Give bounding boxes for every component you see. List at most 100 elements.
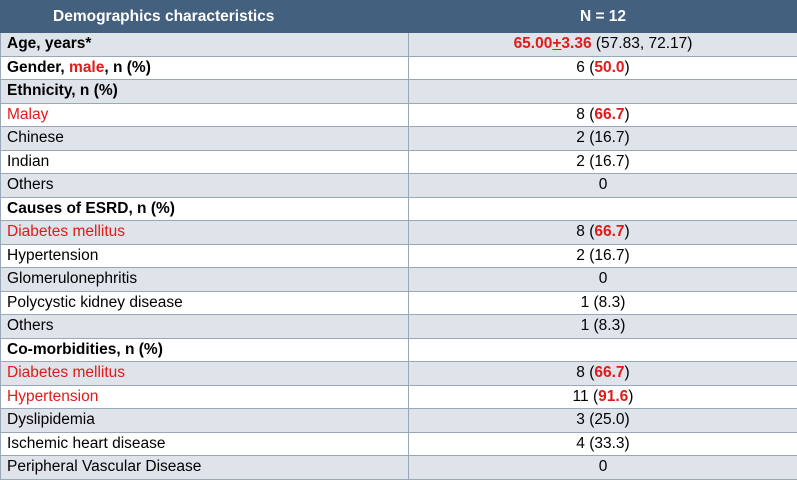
table-row: Hypertension 2 (16.7): [0, 243, 797, 268]
item-label: Diabetes mellitus: [0, 220, 409, 245]
item-label: Polycystic kidney disease: [0, 290, 409, 315]
table-row: Chinese 2 (16.7): [0, 126, 797, 151]
value-text: 65.00: [513, 35, 553, 53]
value-text: 66.7: [594, 364, 625, 382]
value-cell: 8 (66.7): [408, 220, 797, 245]
value-cell: 4 (33.3): [408, 431, 797, 456]
section-label: Ethnicity, n (%): [0, 79, 409, 104]
value-cell: 0: [408, 173, 797, 198]
value-text: 66.7: [594, 105, 625, 123]
value-cell: [408, 79, 797, 104]
label-text: Causes of ESRD, n (%): [7, 199, 175, 217]
table-row: Causes of ESRD, n (%): [0, 196, 797, 221]
value-text: 2 (16.7): [576, 152, 630, 170]
label-text: Age, years*: [7, 35, 92, 53]
label-text: Co-morbidities, n (%): [7, 340, 163, 358]
label-text: Hypertension: [7, 246, 99, 264]
table-row: Gender, male, n (%) 6 (50.0): [0, 55, 797, 80]
value-cell: 8 (66.7): [408, 361, 797, 386]
table-row: Polycystic kidney disease 1 (8.3): [0, 290, 797, 315]
table-row: Co-morbidities, n (%): [0, 337, 797, 362]
value-text: 11 (: [572, 387, 599, 405]
value-cell: 3 (25.0): [408, 408, 797, 433]
item-label: Hypertension: [0, 243, 409, 268]
value-text: +: [552, 35, 562, 53]
section-label: Co-morbidities, n (%): [0, 337, 409, 362]
table-row: Age, years* 65.00+3.36 (57.83, 72.17): [0, 32, 797, 57]
value-text: 8 (: [576, 364, 595, 382]
table-row: Glomerulonephritis 0: [0, 267, 797, 292]
value-text: 0: [598, 270, 608, 288]
value-cell: 1 (8.3): [408, 314, 797, 339]
item-label: Diabetes mellitus: [0, 361, 409, 386]
item-label: Malay: [0, 102, 409, 127]
value-cell: 65.00+3.36 (57.83, 72.17): [408, 32, 797, 57]
label-text: Polycystic kidney disease: [7, 293, 183, 311]
item-label: Chinese: [0, 126, 409, 151]
label-text: Ischemic heart disease: [7, 434, 166, 452]
table-row: Diabetes mellitus 8 (66.7): [0, 361, 797, 386]
item-label: Indian: [0, 149, 409, 174]
value-cell: 6 (50.0): [408, 55, 797, 80]
section-label: Causes of ESRD, n (%): [0, 196, 409, 221]
value-text: 3 (25.0): [576, 411, 630, 429]
label-text: Peripheral Vascular Disease: [7, 458, 202, 476]
table-body: Age, years* 65.00+3.36 (57.83, 72.17) Gend…: [0, 32, 797, 480]
item-label: Dyslipidemia: [0, 408, 409, 433]
label-text: , n (%): [104, 58, 151, 76]
label-text: Others: [7, 176, 54, 194]
label-text: Hypertension: [7, 387, 99, 405]
value-cell: 2 (16.7): [408, 243, 797, 268]
table-row: Malay 8 (66.7): [0, 102, 797, 127]
value-text: ): [624, 105, 630, 123]
value-cell: 0: [408, 267, 797, 292]
item-label: Peripheral Vascular Disease: [0, 455, 409, 480]
value-text: 1 (8.3): [580, 317, 626, 335]
item-label: Others: [0, 173, 409, 198]
label-text: male: [69, 58, 105, 76]
value-text: 8 (: [576, 105, 595, 123]
value-text: ): [628, 387, 634, 405]
value-text: (57.83, 72.17): [591, 35, 693, 53]
header-characteristics: Demographics characteristics: [0, 0, 409, 33]
label-text: Glomerulonephritis: [7, 270, 138, 288]
table-row: Hypertension 11 (91.6): [0, 384, 797, 409]
label-text: Ethnicity, n (%): [7, 82, 118, 100]
header-n: N = 12: [408, 0, 797, 33]
value-text: ): [624, 223, 630, 241]
label-text: Indian: [7, 152, 50, 170]
table-row: Dyslipidemia 3 (25.0): [0, 408, 797, 433]
value-text: ): [624, 58, 630, 76]
value-text: 3.36: [561, 35, 592, 53]
table-row: Indian 2 (16.7): [0, 149, 797, 174]
value-text: 2 (16.7): [576, 129, 630, 147]
item-label: Ischemic heart disease: [0, 431, 409, 456]
label-text: Chinese: [7, 129, 64, 147]
item-label: Hypertension: [0, 384, 409, 409]
table-header: Demographics characteristics N = 12: [0, 0, 797, 33]
table-row: Others 1 (8.3): [0, 314, 797, 339]
value-text: 0: [598, 176, 608, 194]
header-row: Demographics characteristics N = 12: [0, 0, 797, 33]
value-cell: 2 (16.7): [408, 126, 797, 151]
value-text: 0: [598, 458, 608, 476]
item-label: Others: [0, 314, 409, 339]
item-label: Glomerulonephritis: [0, 267, 409, 292]
table-row: Peripheral Vascular Disease 0: [0, 455, 797, 480]
label-text: Diabetes mellitus: [7, 223, 126, 241]
table-row: Ethnicity, n (%): [0, 79, 797, 104]
table-row: Ischemic heart disease 4 (33.3): [0, 431, 797, 456]
value-cell: [408, 196, 797, 221]
section-label: Age, years*: [0, 32, 409, 57]
value-cell: 8 (66.7): [408, 102, 797, 127]
table-row: Others 0: [0, 173, 797, 198]
value-text: 8 (: [576, 223, 595, 241]
value-text: 91.6: [598, 387, 629, 405]
value-cell: 0: [408, 455, 797, 480]
value-text: 2 (16.7): [576, 246, 630, 264]
value-text: 66.7: [594, 223, 625, 241]
value-cell: [408, 337, 797, 362]
label-text: Others: [7, 317, 54, 335]
value-text: 6 (: [576, 58, 595, 76]
label-text: Dyslipidemia: [7, 411, 95, 429]
